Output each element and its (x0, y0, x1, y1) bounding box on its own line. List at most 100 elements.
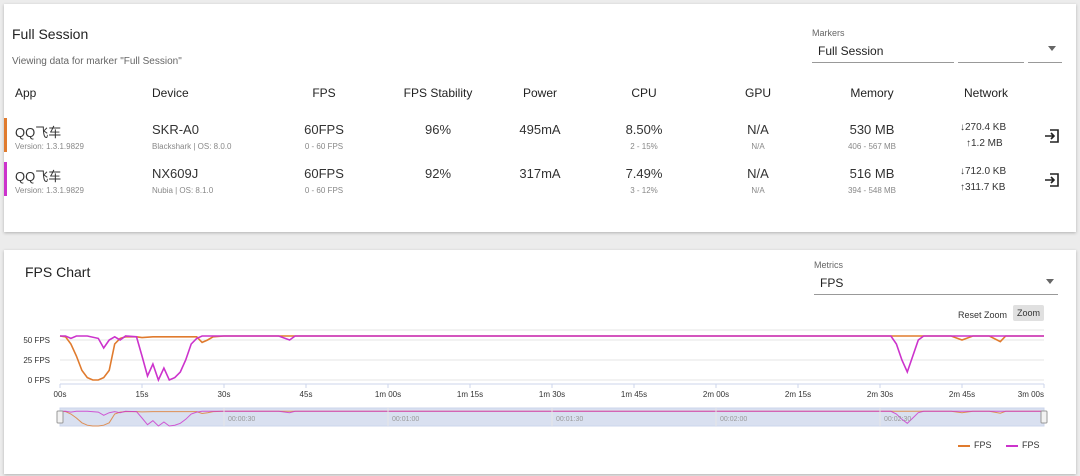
x-tick-label: 1m 00s (375, 390, 401, 399)
memory-range: 406 - 567 MB (847, 142, 897, 151)
x-tick-label: 15s (136, 390, 149, 399)
stability-value: 92% (424, 166, 452, 181)
navigator-tick-label: 00:02:30 (884, 416, 911, 423)
header-network: Network (963, 86, 1008, 100)
gpu-sub: N/A (751, 142, 765, 151)
chart-title: FPS Chart (25, 264, 91, 280)
x-tick-label: 45s (300, 390, 313, 399)
chevron-down-icon[interactable] (1048, 46, 1056, 51)
reset-zoom-button[interactable]: Reset Zoom (958, 310, 1008, 320)
summary-title: Full Session (12, 26, 89, 42)
markers-underline (812, 62, 954, 63)
markers-label: Markers (812, 28, 845, 38)
navigator-series-0 (59, 410, 1044, 427)
network-up: ↑311.7 KB (960, 182, 1006, 193)
fps-value: 60FPS (304, 122, 344, 137)
x-tick-label: 00s (54, 390, 67, 399)
fps-line-chart[interactable]: 0 FPS 25 FPS 50 FPS 00s 15s 30s 45s 1m 00s 1m 1… (4, 322, 1076, 432)
legend-swatch (958, 444, 970, 447)
y-tick-label: 50 FPS (23, 336, 50, 345)
header-gpu: GPU (744, 86, 771, 100)
power-value: 495mA (519, 122, 561, 137)
power-value: 317mA (519, 166, 561, 181)
header-memory: Memory (850, 86, 894, 100)
x-tick-label: 2m 45s (949, 390, 975, 399)
stability-value: 96% (424, 122, 452, 137)
metrics-select[interactable]: Metrics FPS (814, 260, 1058, 298)
fps-range: 0 - 60 FPS (304, 186, 344, 195)
cpu-range: 2 - 15% (630, 142, 658, 151)
header-device: Device (152, 86, 189, 100)
navigator-tick-label: 00:00:30 (228, 416, 255, 423)
header-cpu: CPU (631, 86, 657, 100)
navigator-handle-left[interactable] (56, 410, 64, 424)
metrics-label: Metrics (814, 260, 843, 270)
navigator-handle-right[interactable] (1040, 410, 1048, 424)
memory-value: 516 MB (849, 166, 895, 181)
y-tick-label: 25 FPS (23, 356, 50, 365)
device-name: NX609J (152, 166, 199, 181)
legend-item-fps-magenta[interactable]: FPS (1006, 440, 1040, 450)
cpu-value: 7.49% (625, 166, 663, 181)
legend-swatch (1006, 444, 1018, 447)
network-down: ↓270.4 KB (960, 122, 1007, 133)
header-power: Power (522, 86, 557, 100)
zoom-button[interactable]: Zoom (1013, 305, 1045, 321)
arrow-up-icon: ↑ (960, 182, 965, 193)
gpu-value: N/A (747, 122, 769, 137)
cpu-value: 8.50% (625, 122, 663, 137)
app-version: Version: 1.3.1.9829 (15, 142, 84, 151)
x-tick-label: 2m 00s (703, 390, 729, 399)
gpu-sub: N/A (751, 186, 765, 195)
x-tick-label: 2m 15s (785, 390, 811, 399)
series-line-0 (59, 335, 1044, 381)
table-row[interactable]: QQ飞车 Version: 1.3.1.9829 NX609J Nubia | … (4, 162, 1076, 204)
device-name: SKR-A0 (152, 122, 199, 137)
y-tick-label: 0 FPS (28, 376, 50, 385)
app-name: QQ飞车 (15, 125, 62, 140)
network-up: ↑1.2 MB (966, 138, 1003, 149)
summary-subtitle: Viewing data for marker "Full Session" (12, 56, 182, 67)
x-tick-label: 1m 45s (621, 390, 647, 399)
app-name: QQ飞车 (15, 169, 62, 184)
x-tick-label: 2m 30s (867, 390, 893, 399)
x-tick-label: 3m 00s (1018, 390, 1044, 399)
app-version: Version: 1.3.1.9829 (15, 186, 84, 195)
series-line-1 (60, 335, 1044, 383)
row-color-bar (4, 162, 7, 196)
chevron-down-icon[interactable] (1046, 279, 1054, 284)
navigator-series-1 (60, 410, 1044, 427)
markers-underline-2 (958, 62, 1024, 63)
arrow-up-icon: ↑ (966, 138, 971, 149)
cpu-range: 3 - 12% (630, 186, 658, 195)
memory-value: 530 MB (849, 122, 895, 137)
export-icon[interactable] (1044, 128, 1060, 144)
device-info: Blackshark | OS: 8.0.0 (152, 142, 232, 151)
memory-range: 394 - 548 MB (847, 186, 897, 195)
arrow-down-icon: ↓ (960, 122, 965, 133)
fps-value: 60FPS (304, 166, 344, 181)
fps-range: 0 - 60 FPS (304, 142, 344, 151)
header-app: App (15, 86, 37, 100)
arrow-down-icon: ↓ (960, 166, 965, 177)
chart-card: FPS Chart Metrics FPS Reset Zoom Zoom 0 … (4, 250, 1076, 474)
markers-select[interactable]: Markers Full Session (812, 28, 1062, 66)
summary-card: Full Session Viewing data for marker "Fu… (4, 4, 1076, 232)
markers-underline-3 (1028, 62, 1062, 63)
navigator-tick-label: 00:01:00 (392, 416, 419, 423)
x-tick-label: 30s (218, 390, 231, 399)
export-icon[interactable] (1044, 172, 1060, 188)
device-info: Nubia | OS: 8.1.0 (152, 186, 214, 195)
markers-value: Full Session (818, 44, 884, 58)
x-tick-label: 1m 30s (539, 390, 565, 399)
header-fps: FPS (312, 86, 336, 100)
network-down: ↓712.0 KB (960, 166, 1007, 177)
gpu-value: N/A (747, 166, 769, 181)
table-row[interactable]: QQ飞车 Version: 1.3.1.9829 SKR-A0 Blacksha… (4, 118, 1076, 160)
header-fps-stability: FPS Stability (403, 86, 473, 100)
x-tick-label: 1m 15s (457, 390, 483, 399)
row-color-bar (4, 118, 7, 152)
metrics-underline (814, 294, 1058, 295)
navigator-tick-label: 00:02:00 (720, 416, 747, 423)
legend-item-fps-orange[interactable]: FPS (958, 440, 992, 450)
